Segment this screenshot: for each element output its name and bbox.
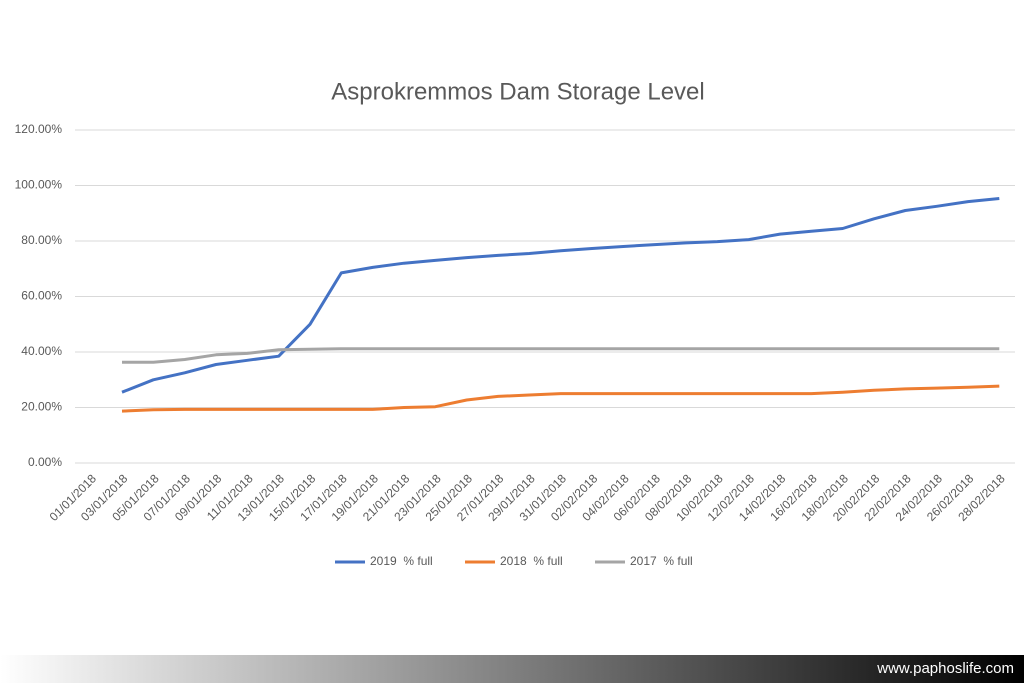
legend-label: 2017 % full (630, 554, 693, 568)
series-line (121, 197, 1000, 394)
footer-text: www.paphoslife.com (876, 660, 1014, 677)
chart-title: Asprokremmos Dam Storage Level (331, 78, 704, 105)
y-tick-label: 100.00% (15, 178, 63, 192)
y-tick-label: 80.00% (21, 233, 62, 247)
y-tick-label: 0.00% (28, 455, 62, 469)
y-tick-label: 40.00% (21, 344, 62, 358)
footer-bar (0, 655, 1024, 683)
y-tick-label: 120.00% (15, 122, 63, 136)
legend-label: 2018 % full (500, 554, 563, 568)
y-tick-label: 60.00% (21, 289, 62, 303)
series-line (122, 347, 1000, 364)
legend-label: 2019 % full (370, 554, 433, 568)
series-line (121, 384, 1000, 413)
y-tick-label: 20.00% (21, 400, 62, 414)
